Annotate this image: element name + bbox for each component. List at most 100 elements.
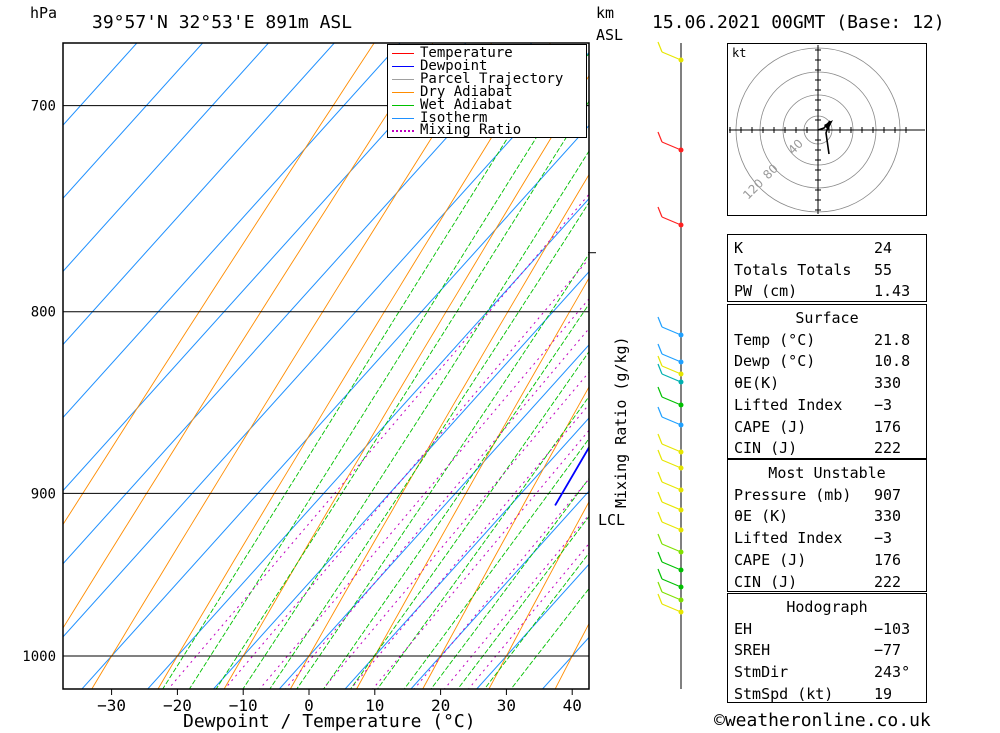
- hodograph-unit: kt: [732, 46, 747, 60]
- legend-swatch: [392, 65, 414, 67]
- table-row: StmSpd (kt) 19: [734, 683, 920, 705]
- legend-label: Isotherm: [420, 109, 488, 126]
- wet-adiabat-line: [188, 52, 589, 689]
- table-row-label: Pressure (mb): [734, 485, 852, 504]
- table-row-value: −77: [874, 641, 902, 660]
- wind-barb-shaft: [661, 396, 682, 406]
- wind-barb-shaft: [661, 481, 682, 491]
- pressure-tick-label: 1000: [22, 649, 56, 665]
- table-row: θE (K) 330: [734, 505, 920, 527]
- wind-barb-flag: [657, 41, 663, 53]
- table-row-value: 907: [874, 485, 902, 504]
- wind-barb-flag: [657, 491, 663, 503]
- legend-label: Dry Adiabat: [420, 83, 513, 100]
- indices-table: K 24 Totals Totals 55 PW (cm) 1.43: [727, 234, 927, 302]
- table-row: CAPE (J) 176: [734, 416, 920, 438]
- wind-barb-flag: [657, 131, 663, 143]
- surface-table: Surface Temp (°C) 21.8 Dewp (°C) 10.8 θE(K) 33…: [727, 304, 927, 459]
- asl-label: ASL: [596, 26, 624, 44]
- hodograph-table: Hodograph EH −103 SREH −77 StmDir 243° StmSpd (…: [727, 593, 927, 703]
- location-title: 39°57'N 32°53'E 891m ASL: [92, 12, 353, 33]
- table-row: EH −103: [734, 618, 920, 640]
- isotherm-line: [81, 124, 589, 689]
- wind-barb-shaft: [661, 459, 682, 469]
- legend-swatch: [392, 53, 414, 54]
- pressure-unit-label: hPa: [30, 4, 58, 22]
- datetime-title: 15.06.2021 00GMT (Base: 12): [652, 12, 945, 33]
- mixing-ratio-line: [467, 542, 589, 689]
- table-row: Dewp (°C) 10.8: [734, 350, 920, 372]
- table-row: StmDir 243°: [734, 661, 920, 683]
- table-row-value: 1.43: [874, 282, 911, 301]
- wind-barb-shaft: [661, 141, 682, 151]
- table-row: CAPE (J) 176: [734, 549, 920, 571]
- wet-adiabat-line: [242, 150, 589, 689]
- table-row-label: CAPE (J): [734, 550, 807, 569]
- wind-barb-shaft: [661, 416, 682, 426]
- table-row-label: CIN (J): [734, 439, 798, 458]
- wet-adiabat-line: [323, 303, 589, 689]
- wind-barb-shaft: [661, 561, 682, 571]
- mixing-ratio-axis-title: Mixing Ratio (g/kg): [612, 336, 630, 508]
- table-row-value: 10.8: [874, 352, 911, 371]
- legend: Temperature Dewpoint Parcel Trajectory Dry …: [387, 44, 587, 138]
- legend-entry: Wet Adiabat: [392, 98, 587, 112]
- legend-entry: Temperature: [392, 46, 587, 60]
- wind-barb-shaft: [661, 326, 682, 336]
- table-row-label: CAPE (J): [734, 417, 807, 436]
- table-title: Surface: [734, 307, 920, 329]
- legend-label: Dewpoint: [420, 57, 488, 74]
- table-row: CIN (J) 222: [734, 571, 920, 593]
- wind-barb-flag: [657, 206, 663, 218]
- table-row: PW (cm) 1.43: [734, 280, 920, 302]
- pressure-tick-label: 700: [31, 99, 56, 115]
- table-row: K 24: [734, 237, 920, 259]
- wind-barb-flag: [657, 471, 663, 483]
- wind-barb-flag: [657, 406, 663, 418]
- table-row-label: StmSpd (kt): [734, 684, 834, 703]
- mixing-ratio-line: [322, 371, 589, 689]
- wind-barb-shaft: [661, 501, 682, 511]
- table-row-label: EH: [734, 619, 753, 638]
- wind-barb-column: [657, 41, 684, 689]
- table-row-label: Lifted Index: [734, 529, 843, 548]
- wind-barb-shaft: [661, 578, 682, 588]
- table-row-label: CIN (J): [734, 572, 798, 591]
- table-row: Pressure (mb) 907: [734, 484, 920, 506]
- most-unstable-table: Most Unstable Pressure (mb) 907 θE (K) 330 Li…: [727, 459, 927, 592]
- x-tick-label: 30: [497, 696, 516, 715]
- wind-barb-flag: [657, 386, 663, 398]
- wind-barb-flag: [657, 533, 663, 545]
- table-row-label: θE (K): [734, 507, 789, 526]
- table-row: CIN (J) 222: [734, 437, 920, 459]
- legend-entry: Dry Adiabat: [392, 83, 587, 100]
- table-title: Most Unstable: [734, 462, 920, 484]
- pressure-tick-label: 800: [31, 305, 56, 321]
- table-title-text: Most Unstable: [768, 464, 886, 482]
- dry-adiabat-line: [223, 74, 589, 689]
- legend-entry: Isotherm: [392, 109, 587, 126]
- table-title: Hodograph: [734, 596, 920, 618]
- table-title-text: Surface: [795, 309, 859, 327]
- wind-barb-shaft: [661, 443, 682, 453]
- table-row-value: 19: [874, 684, 893, 703]
- isotherm-line: [212, 271, 589, 689]
- legend-label: Parcel Trajectory: [420, 70, 564, 87]
- table-row: Lifted Index −3: [734, 394, 920, 416]
- mixing-ratio-line: [350, 403, 589, 689]
- legend-swatch: [392, 104, 414, 106]
- table-row-value: 330: [874, 374, 902, 393]
- mixing-ratio-line: [224, 257, 589, 689]
- plot-frame: [62, 42, 590, 690]
- table-row-label: Totals Totals: [734, 260, 852, 279]
- km-unit-label: km: [596, 4, 615, 22]
- dry-adiabat-line: [289, 173, 589, 689]
- table-row: Lifted Index −3: [734, 527, 920, 549]
- table-row-value: −3: [874, 395, 893, 414]
- dry-adiabat-line: [488, 500, 589, 689]
- hodograph-storm-marker: [824, 120, 833, 130]
- x-tick-label: −20: [163, 696, 192, 715]
- copyright-footer: ©weatheronline.co.uk: [714, 710, 931, 731]
